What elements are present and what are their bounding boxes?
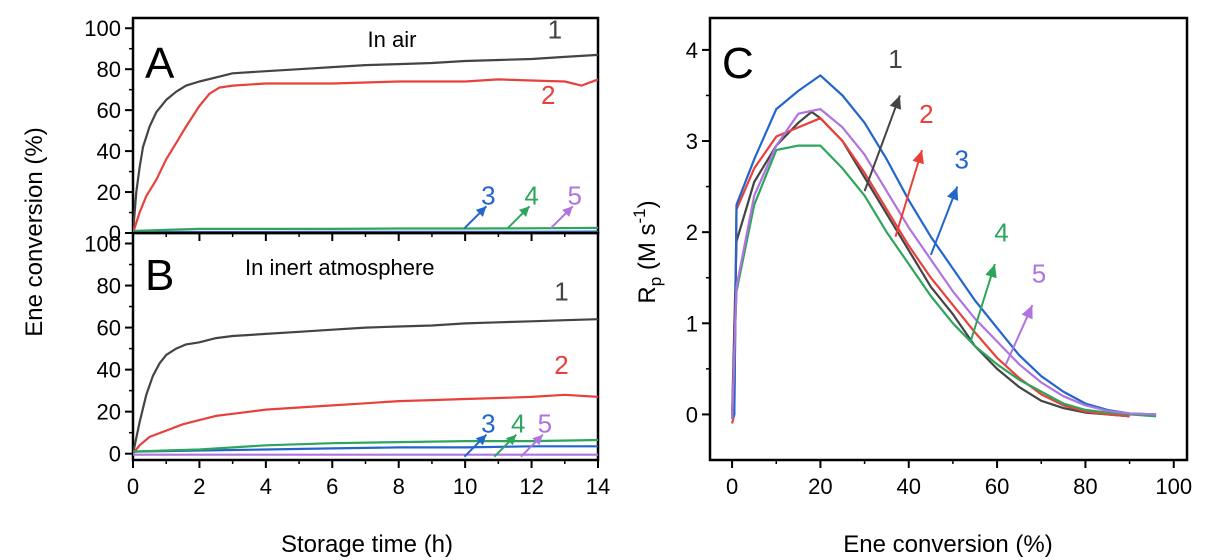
panel-c-ytick-label: 1 xyxy=(686,311,698,336)
panel-a-letter: A xyxy=(145,39,175,88)
panel-a-arrowhead-3 xyxy=(475,206,487,217)
panel-c-ytick-label: 3 xyxy=(686,129,698,154)
panel-b-arrowhead-3 xyxy=(475,434,487,446)
c-y-axis-label: Rp (M s-1) xyxy=(630,200,665,303)
panel-c-xtick-label: 20 xyxy=(808,474,832,499)
c-y-label-close: ) xyxy=(634,200,661,208)
panel-c-series-label-2: 2 xyxy=(919,99,933,129)
panel-b-xtick-label: 10 xyxy=(453,474,477,499)
panel-c-arrowhead-1 xyxy=(889,95,901,110)
panel-a-ytick-label: 60 xyxy=(97,98,121,123)
panel-b-xtick-label: 2 xyxy=(193,474,205,499)
panel-c-series-label-3: 3 xyxy=(955,144,969,174)
panel-a-arrowhead-4 xyxy=(519,206,530,217)
panel-b-ytick-label: 0 xyxy=(109,442,121,467)
panel-c-arrowhead-3 xyxy=(947,186,959,201)
panel-a-series-2 xyxy=(133,78,598,233)
panel-c-arrow-1 xyxy=(863,95,901,192)
panel-b-series-2 xyxy=(133,393,598,455)
panel-a-series-label-3: 3 xyxy=(481,180,495,210)
panel-b-xtick-label: 6 xyxy=(326,474,338,499)
panel-b-series-label-1: 1 xyxy=(554,276,568,306)
panel-c-arrowhead-5 xyxy=(1021,305,1033,320)
panel-b-series-label-2: 2 xyxy=(554,350,568,380)
panel-c-ytick-label: 2 xyxy=(686,220,698,245)
panel-a-annotation: In air xyxy=(368,27,417,52)
panel-b-xtick-label: 12 xyxy=(519,474,543,499)
panel-a-series-label-5: 5 xyxy=(568,180,582,210)
panel-b-series-label-5: 5 xyxy=(538,409,552,439)
panel-a-ytick-label: 20 xyxy=(97,180,121,205)
panel-c-xtick-label: 80 xyxy=(1073,474,1097,499)
panel-a-series-4 xyxy=(133,226,598,233)
c-y-label-main: R xyxy=(634,286,661,303)
panel-a-ytick-label: 0 xyxy=(109,221,121,246)
panel-c-series-2 xyxy=(731,117,1130,424)
panel-a: 0 20 40 60 80 100 1 2 3 4 5 A In air xyxy=(84,14,600,246)
panel-a-series-label-1: 1 xyxy=(548,14,562,44)
panel-c-xtick-label: 40 xyxy=(897,474,921,499)
panel-c-series-label-4: 4 xyxy=(994,217,1008,247)
panel-b-series-label-4: 4 xyxy=(511,409,525,439)
panel-a-ytick-label: 100 xyxy=(84,16,121,41)
panel-a-series-label-2: 2 xyxy=(541,80,555,110)
panel-b-xtick-label: 4 xyxy=(260,474,272,499)
panel-b-xtick-label: 14 xyxy=(586,474,610,499)
panel-c-ytick-label: 0 xyxy=(686,402,698,427)
c-y-label-unit: (M s xyxy=(634,223,661,276)
panel-a-ytick-label: 80 xyxy=(97,57,121,82)
panel-b-letter: B xyxy=(145,251,174,300)
panel-b-series-label-3: 3 xyxy=(481,409,495,439)
panel-c-xtick-label: 100 xyxy=(1155,474,1192,499)
panel-c-series-3 xyxy=(731,74,1157,420)
panel-b-arrowhead-5 xyxy=(532,434,543,446)
panel-b-xtick-label: 0 xyxy=(127,474,139,499)
panel-c-xtick-label: 0 xyxy=(726,474,738,499)
panel-b-ytick-label: 20 xyxy=(97,400,121,425)
ab-x-axis-label: Storage time (h) xyxy=(281,531,453,558)
panel-b-ytick-label: 40 xyxy=(97,358,121,383)
panel-c-arrow-2 xyxy=(894,149,923,238)
panel-b-annotation: In inert atmosphere xyxy=(245,255,435,280)
panel-a-series-1 xyxy=(133,53,598,233)
panel-c-letter: C xyxy=(722,39,754,88)
c-x-axis-label: Ene conversion (%) xyxy=(843,531,1052,558)
panel-b-series-1 xyxy=(133,318,598,454)
panel-a-series-label-4: 4 xyxy=(524,180,538,210)
panel-c-series-1 xyxy=(731,110,1130,418)
panel-b-arrowhead-4 xyxy=(505,434,517,446)
panel-b-xtick-label: 8 xyxy=(393,474,405,499)
panel-b-ytick-label: 60 xyxy=(97,316,121,341)
panel-b-series-3 xyxy=(133,445,598,453)
c-y-label-sup: -1 xyxy=(630,208,649,223)
panel-c-series-label-5: 5 xyxy=(1032,258,1046,288)
panel-c-arrow-4 xyxy=(969,263,996,342)
ab-y-axis-label: Ene conversion (%) xyxy=(21,127,48,336)
panel-c-frame xyxy=(708,16,1189,462)
panel-c-xtick-label: 60 xyxy=(985,474,1009,499)
panel-a-arrowhead-5 xyxy=(562,206,573,217)
c-y-label-sub: p xyxy=(646,277,665,286)
panel-c-ytick-label: 4 xyxy=(686,38,698,63)
panel-b-ytick-label: 100 xyxy=(84,232,121,257)
panel-c-series-label-1: 1 xyxy=(888,44,902,74)
panel-a-ytick-label: 40 xyxy=(97,139,121,164)
panel-b-ytick-label: 80 xyxy=(97,274,121,299)
panel-c-arrowhead-2 xyxy=(912,150,924,165)
panel-c-series-4 xyxy=(731,144,1157,420)
panel-c-series-5 xyxy=(731,107,1157,420)
panel-c-arrowhead-4 xyxy=(985,264,997,279)
